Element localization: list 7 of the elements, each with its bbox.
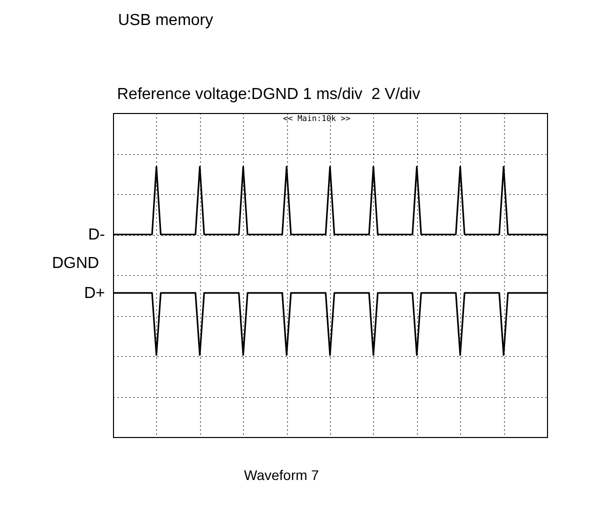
- series-label: D-: [88, 226, 105, 244]
- series-label: D+: [84, 284, 105, 302]
- chart-subtitle: Reference voltage:DGND 1 ms/div 2 V/div: [117, 86, 420, 104]
- text: Waveform 7: [244, 467, 319, 483]
- chart-title: USB memory: [118, 12, 214, 30]
- text: << Main:10k >>: [283, 114, 350, 123]
- text: DGND: [52, 255, 100, 273]
